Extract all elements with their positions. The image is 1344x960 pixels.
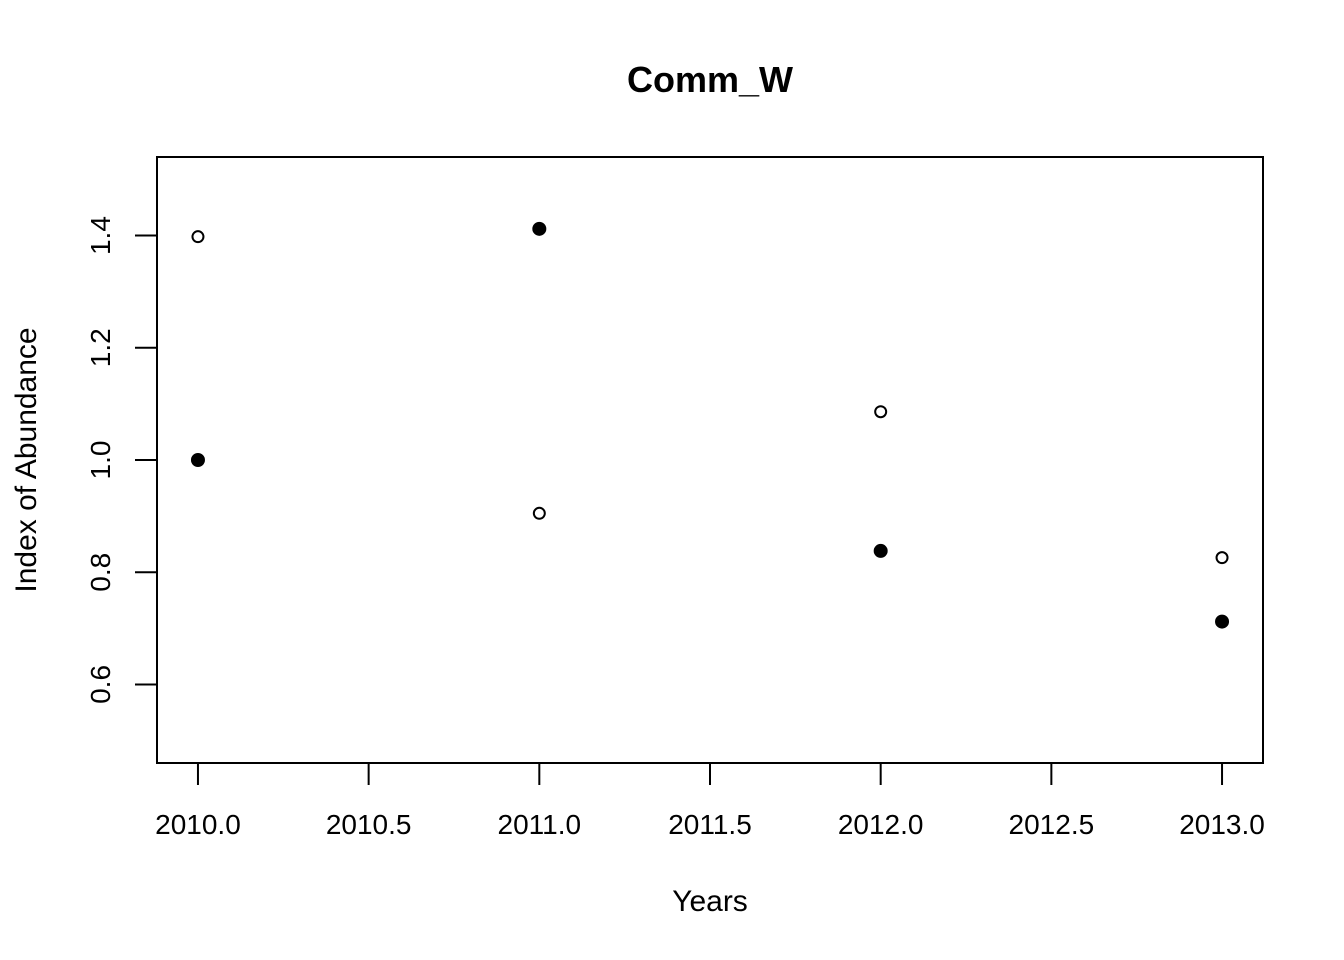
open-point	[874, 405, 888, 419]
filled-point	[532, 221, 547, 236]
y-tick-label: 1.0	[85, 441, 116, 480]
x-tick-label: 2012.0	[838, 809, 924, 840]
y-axis: 0.6 0.8 1.0 1.2 1.4	[85, 216, 158, 704]
data-points	[190, 221, 1230, 629]
chart-title: Comm_W	[627, 59, 793, 100]
y-axis-label: Index of Abundance	[10, 327, 43, 592]
y-tick-label: 0.8	[85, 553, 116, 592]
filled-point	[190, 453, 205, 467]
x-tick-label: 2010.0	[155, 809, 241, 840]
open-point	[191, 230, 205, 244]
y-tick-label: 1.4	[85, 216, 116, 255]
x-tick-label: 2013.0	[1179, 809, 1265, 840]
filled-point	[873, 543, 888, 558]
y-tick-label: 0.6	[85, 665, 116, 704]
x-axis: 2010.0 2010.5 2011.0 2011.5 2012.0 2012.5 2013…	[155, 762, 1265, 840]
x-tick-label: 2012.5	[1009, 809, 1095, 840]
x-axis-label: Years	[672, 885, 748, 918]
x-tick-label: 2011.5	[668, 809, 752, 840]
x-tick-label: 2011.0	[498, 809, 582, 840]
plot-frame	[156, 156, 1264, 764]
x-tick-label: 2010.5	[326, 809, 412, 840]
open-point	[1215, 551, 1229, 565]
filled-point	[1215, 614, 1230, 629]
open-point	[532, 506, 546, 520]
y-tick-label: 1.2	[85, 328, 116, 367]
